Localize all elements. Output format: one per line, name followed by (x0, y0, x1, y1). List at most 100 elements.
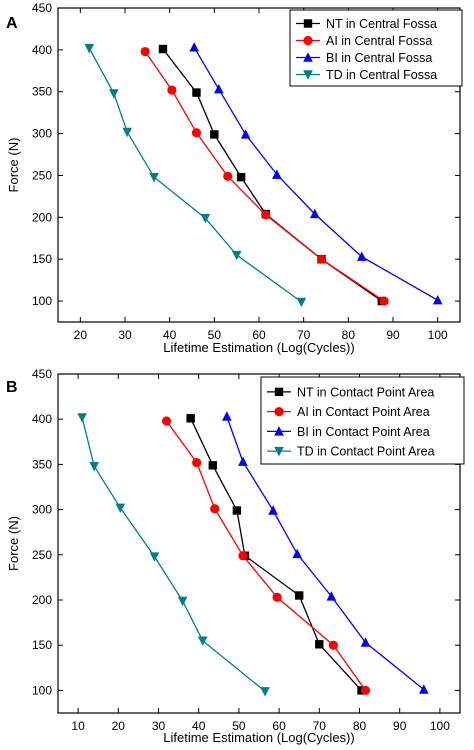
y-tick-label: 450 (32, 367, 52, 381)
data-point (232, 506, 242, 515)
y-tick-label: 300 (32, 503, 52, 517)
x-tick-label: 70 (313, 719, 327, 733)
series-circle (161, 416, 371, 696)
legend: NT in Central Fossa AI in Central Fossa BI… (289, 9, 463, 87)
legend: NT in Contact Point Area AI in Contact Po… (260, 376, 465, 465)
data-point (122, 127, 133, 138)
y-tick-label: 350 (32, 85, 52, 99)
data-point (295, 591, 304, 600)
data-point (272, 169, 282, 179)
x-axis-title: Lifetime Estimation (Log(Cycles)) (163, 340, 354, 355)
data-point (356, 251, 367, 261)
x-axis-title: Lifetime Estimation (Log(Cycles)) (163, 730, 354, 745)
data-point (310, 208, 320, 219)
chart-panel-b: 10 20 30 40 50 60 70 80 90 100 100 150 200 250 300 350 4… (6, 367, 465, 745)
legend-marker (303, 35, 313, 46)
legend-marker (303, 19, 313, 28)
series-triangle-down (77, 413, 270, 697)
panel-letter: A (6, 15, 18, 32)
data-point (167, 85, 177, 95)
x-tick-label: 70 (297, 328, 311, 342)
legend-label: NT in Central Fossa (326, 17, 437, 31)
chart-panel-a: 20 30 40 50 60 70 80 90 100 100 150 200 250 300 350 400… (6, 1, 463, 355)
y-tick-label: 300 (32, 127, 52, 141)
data-point (272, 592, 282, 602)
data-point (296, 297, 307, 308)
data-point (84, 43, 95, 54)
y-tick-label: 150 (32, 638, 52, 652)
y-tick-label: 400 (32, 43, 52, 57)
data-point (379, 296, 389, 306)
x-tick-label: 40 (163, 328, 177, 342)
data-point (315, 640, 324, 649)
data-point (419, 684, 429, 694)
series-circle (140, 46, 389, 306)
legend-marker (274, 407, 284, 417)
data-point (261, 210, 271, 220)
legend-label: NT in Contact Point Area (297, 385, 434, 399)
x-tick-label: 40 (192, 719, 206, 733)
x-tick-label: 100 (428, 328, 448, 342)
legend-label: TD in Contact Point Area (297, 445, 435, 459)
x-tick-label: 30 (118, 328, 132, 342)
data-point (149, 172, 159, 183)
y-tick-label: 350 (32, 457, 52, 471)
y-tick-label: 250 (32, 548, 52, 562)
legend-label: BI in Central Fossa (326, 51, 432, 65)
y-tick-label: 450 (32, 1, 52, 15)
data-point (238, 456, 248, 466)
data-point (210, 504, 220, 514)
data-point (115, 503, 126, 513)
legend-marker (274, 387, 284, 397)
x-tick-label: 60 (272, 719, 286, 733)
y-tick-label: 250 (32, 168, 52, 182)
data-point (214, 84, 224, 94)
series-line (162, 48, 383, 302)
series-triangle-up (189, 42, 443, 305)
series-triangle-up (222, 411, 429, 694)
x-tick-label: 80 (342, 328, 356, 342)
x-tick-label: 100 (430, 719, 450, 733)
x-tick-label: 50 (208, 328, 222, 342)
x-tick-label: 60 (252, 328, 266, 342)
data-point (223, 171, 233, 181)
x-tick-label: 90 (386, 328, 400, 342)
data-point (197, 636, 208, 646)
data-point (140, 46, 150, 57)
legend-marker (303, 70, 313, 80)
y-tick-label: 150 (32, 252, 52, 266)
data-point (109, 89, 119, 99)
data-point (292, 548, 302, 559)
legend-marker (274, 446, 284, 457)
legend-label: BI in Contact Point Area (297, 425, 430, 439)
data-point (268, 505, 278, 515)
data-point (236, 172, 246, 182)
data-point (316, 254, 327, 264)
data-point (192, 457, 202, 468)
data-point (222, 411, 232, 421)
data-point (432, 295, 443, 305)
legend-label: TD in Central Fossa (326, 68, 437, 82)
data-point (149, 552, 160, 562)
data-point (192, 88, 201, 97)
data-point (186, 414, 195, 423)
y-tick-label: 200 (32, 210, 52, 224)
legend-marker (303, 52, 313, 62)
data-point (260, 687, 270, 697)
series-line (144, 51, 385, 302)
x-tick-label: 80 (353, 719, 367, 733)
data-point (89, 462, 99, 472)
data-point (328, 640, 338, 650)
data-point (240, 129, 251, 139)
x-tick-label: 20 (112, 719, 126, 733)
series-triangle-down (84, 43, 307, 308)
y-tick-label: 100 (32, 683, 52, 697)
legend-label: AI in Contact Point Area (297, 405, 430, 419)
y-tick-label: 400 (32, 412, 52, 426)
data-point (161, 416, 172, 426)
data-point (158, 44, 168, 54)
data-point (360, 637, 371, 647)
y-axis-title: Force (N) (6, 516, 21, 571)
data-point (200, 213, 211, 224)
